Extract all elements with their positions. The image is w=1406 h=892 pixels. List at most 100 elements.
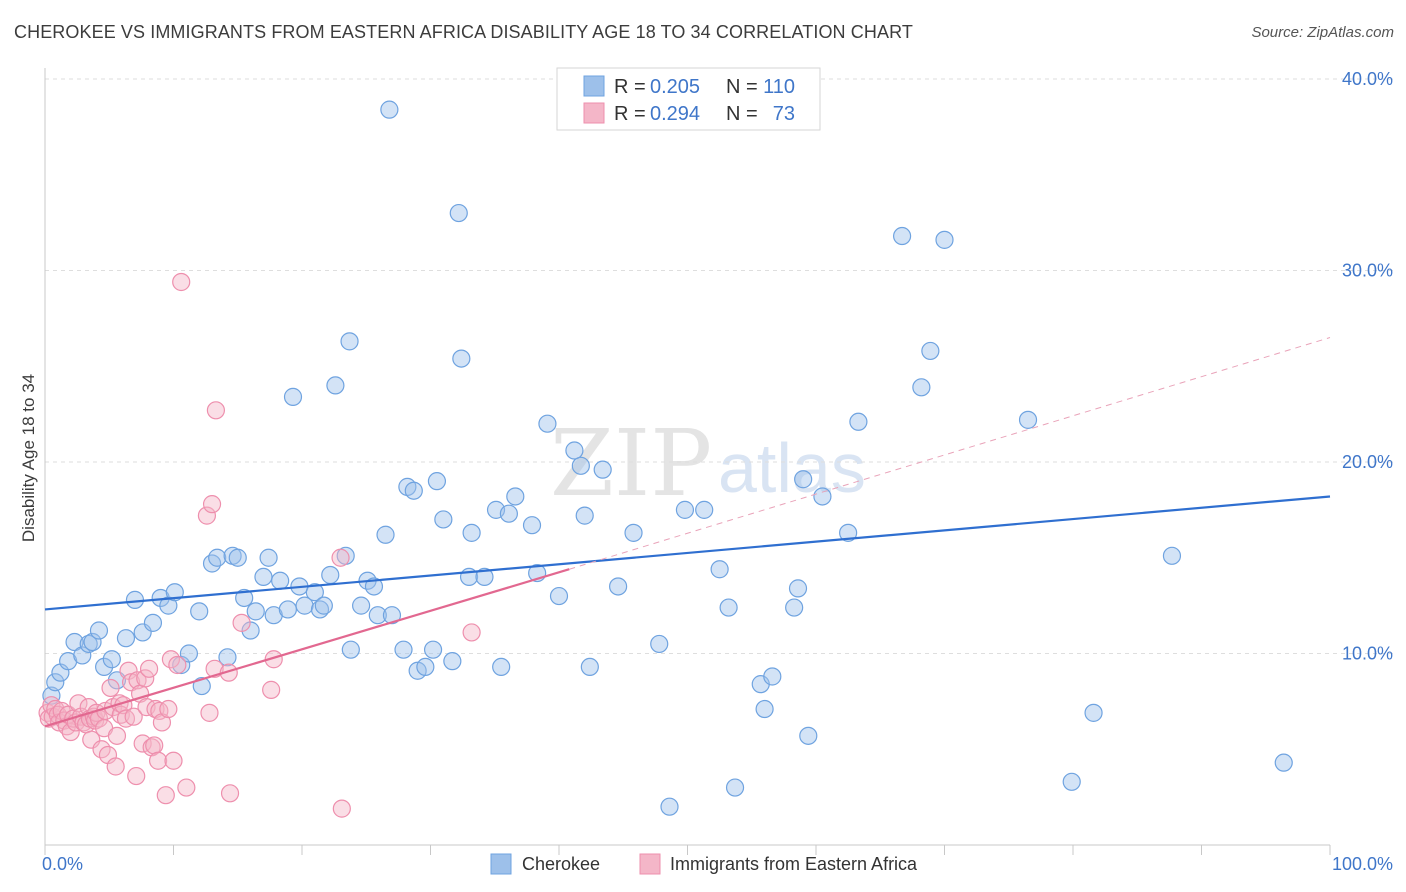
cherokee-point-23 [202, 554, 222, 573]
eastern-africa-point-39 [124, 707, 143, 726]
bottom-legend: Cherokee Immigrants from Eastern Africa [490, 853, 918, 875]
eastern-africa-point-31 [106, 757, 125, 776]
eastern-africa-point-11 [61, 722, 80, 742]
eastern-africa-point-71 [332, 799, 351, 818]
cherokee-point-18 [165, 583, 184, 602]
cherokee-point-89 [725, 778, 745, 797]
cherokee-point-63 [449, 203, 468, 223]
legend-n-label-cherokee: N = [726, 76, 758, 98]
axes [44, 68, 1331, 855]
cherokee-point-21 [190, 602, 209, 621]
eastern-africa-point-43 [133, 734, 152, 753]
cherokee-point-46 [341, 640, 360, 659]
cherokee-point-69 [492, 657, 511, 677]
eastern-africa-point-64 [206, 401, 226, 420]
cherokee-point-79 [580, 657, 599, 677]
eastern-africa-point-44 [136, 669, 155, 688]
cherokee-point-92 [763, 667, 782, 686]
cherokee-point-27 [228, 548, 247, 567]
legend-r-value-eastern-africa: 0.294 [650, 103, 700, 125]
cherokee-point-81 [609, 577, 628, 596]
cherokee-point-20 [179, 644, 199, 663]
cherokee-point-64 [452, 349, 471, 368]
eastern-africa-point-54 [159, 699, 178, 719]
cherokee-point-77 [571, 456, 590, 475]
cherokee-point-96 [799, 726, 818, 745]
cherokee-point-50 [368, 606, 387, 625]
eastern-africa-point-60 [197, 506, 217, 525]
eastern-africa-point-51 [150, 701, 169, 721]
cherokee-point-38 [295, 596, 314, 615]
cherokee-point-30 [246, 602, 265, 621]
cherokee-point-108 [1274, 753, 1293, 772]
eastern-africa-point-66 [220, 784, 240, 803]
cherokee-point-100 [892, 226, 912, 246]
legend-n-value-cherokee: 110 [763, 76, 795, 98]
cherokee-point-93 [785, 598, 804, 617]
cherokee-point-78 [575, 506, 594, 525]
cherokee-point-5 [73, 646, 92, 665]
legend-r-label-eastern-africa: R = [614, 103, 646, 125]
cherokee-point-99 [849, 412, 868, 431]
cherokee-point-36 [283, 387, 303, 406]
cherokee-point-47 [352, 596, 371, 615]
cherokee-point-4 [65, 632, 84, 652]
cherokee-point-22 [192, 676, 211, 696]
x-tick-label-1: 100.0% [1332, 854, 1393, 874]
cherokee-point-87 [710, 560, 729, 579]
eastern-africa-point-70 [331, 548, 350, 567]
cherokee-point-24 [208, 548, 227, 567]
cherokee-point-106 [1084, 703, 1103, 722]
eastern-africa-point-14 [69, 694, 88, 713]
cherokee-point-43 [326, 376, 345, 395]
source-label: Source: ZipAtlas.com [1251, 24, 1394, 41]
y-tick-label-2: 30.0% [1342, 261, 1393, 281]
legend-box: R = 0.205 N = 110 R = 0.294 N = 73 [556, 67, 821, 131]
cherokee-point-67 [475, 567, 494, 587]
bottom-legend-label-cherokee: Cherokee [522, 854, 600, 874]
legend-swatch-eastern-africa [583, 102, 605, 124]
cherokee-point-53 [380, 100, 399, 119]
eastern-africa-point-40 [127, 766, 146, 786]
cherokee-point-32 [259, 548, 278, 567]
eastern-africa-point-48 [145, 736, 164, 755]
cherokee-point-52 [382, 606, 402, 625]
cherokee-point-1 [46, 673, 65, 692]
cherokee-point-0 [42, 686, 61, 705]
eastern-africa-point-68 [262, 680, 281, 699]
cherokee-point-71 [506, 487, 525, 506]
bottom-legend-label-eastern-africa: Immigrants from Eastern Africa [670, 854, 918, 874]
cherokee-point-76 [565, 441, 584, 460]
cherokee-point-75 [549, 586, 569, 606]
cherokee-point-7 [83, 632, 102, 652]
cherokee-point-83 [650, 634, 669, 654]
eastern-africa-point-57 [168, 655, 187, 675]
cherokee-point-70 [499, 504, 518, 523]
cherokee-point-35 [278, 600, 297, 619]
legend-n-label-eastern-africa: N = [726, 103, 758, 125]
cherokee-point-49 [364, 577, 384, 596]
cherokee-point-85 [660, 797, 679, 816]
cherokee-point-61 [434, 510, 453, 529]
cherokee-point-97 [813, 487, 832, 506]
cherokee-point-54 [394, 640, 413, 659]
cherokee-point-101 [912, 378, 931, 397]
eastern-africa-point-72 [462, 623, 481, 642]
cherokee-point-103 [935, 230, 954, 249]
cherokee-point-107 [1162, 546, 1182, 565]
chart-title: CHEROKEE VS IMMIGRANTS FROM EASTERN AFRI… [14, 22, 913, 42]
cherokee-point-91 [755, 699, 774, 719]
cherokee-point-84 [675, 500, 695, 519]
watermark-zip: ZIP [550, 410, 712, 517]
tick-labels: 10.0% 20.0% 30.0% 40.0% 0.0% 100.0% [42, 69, 1393, 874]
bottom-legend-swatch-cherokee [490, 853, 512, 875]
cherokee-point-60 [427, 472, 447, 491]
bottom-legend-swatch-eastern-africa [639, 853, 661, 875]
x-tick-label-0: 0.0% [42, 854, 83, 874]
cherokee-point-39 [305, 583, 324, 602]
y-tick-label-1: 20.0% [1342, 452, 1393, 472]
cherokee-point-31 [254, 567, 273, 587]
eastern-africa-point-32 [107, 726, 127, 745]
cherokee-point-34 [271, 571, 290, 590]
